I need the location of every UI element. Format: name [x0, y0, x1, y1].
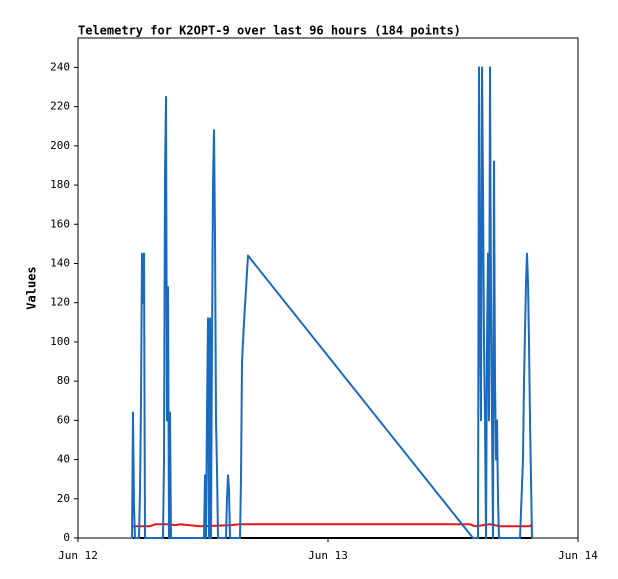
y-tick-label: 80 [57, 374, 70, 387]
y-tick-label: 240 [50, 60, 70, 73]
chart-title: Telemetry for K2OPT-9 over last 96 hours… [78, 24, 461, 38]
y-tick-label: 200 [50, 139, 70, 152]
y-tick-label: 0 [63, 531, 70, 544]
y-tick-label: 180 [50, 178, 70, 191]
x-tick-label: Jun 12 [58, 549, 98, 562]
plot-frame [77, 37, 579, 539]
y-tick-label: 60 [57, 413, 70, 426]
y-tick-label: 220 [50, 100, 70, 113]
x-tick-label: Jun 13 [308, 549, 348, 562]
y-tick-label: 40 [57, 453, 70, 466]
y-tick-label: 120 [50, 296, 70, 309]
x-tick-label: Jun 14 [558, 549, 598, 562]
y-tick-label: 20 [57, 492, 70, 505]
y-axis-label: Values [25, 266, 39, 309]
series-line [131, 66, 533, 539]
y-tick-label: 100 [50, 335, 70, 348]
y-tick-label: 160 [50, 217, 70, 230]
y-tick-label: 140 [50, 256, 70, 269]
